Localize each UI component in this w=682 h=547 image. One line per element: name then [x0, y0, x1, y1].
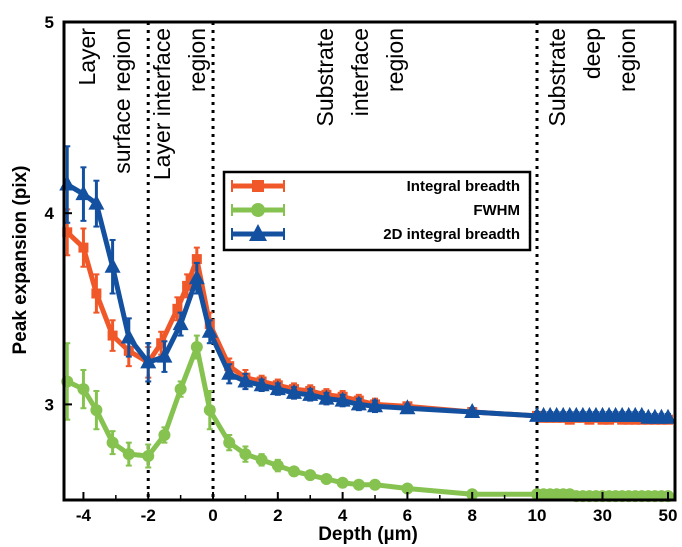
y-axis-title: Peak expansion (pix): [10, 165, 31, 354]
data-point: [334, 391, 351, 407]
x-tick-label: 6: [403, 506, 412, 525]
data-point: [221, 364, 238, 380]
data-point: [190, 341, 203, 354]
data-point: [223, 436, 236, 449]
y-tick-label: 4: [45, 204, 55, 223]
data-point: [91, 288, 102, 299]
legend-label: FWHM: [473, 202, 520, 219]
x-tick-label: -2: [141, 506, 156, 525]
x-tick-label: 50: [659, 506, 678, 525]
y-tick-label: 5: [45, 13, 54, 32]
data-point: [320, 472, 333, 485]
data-point: [75, 185, 92, 201]
x-axis-title: Depth (µm): [318, 524, 418, 545]
region-label: deep: [579, 28, 605, 79]
data-point: [174, 383, 187, 396]
region-label: Layer: [74, 28, 100, 86]
data-point: [201, 322, 218, 338]
legend-marker: [252, 180, 264, 192]
data-point: [140, 353, 157, 369]
region-label: region: [382, 28, 408, 92]
data-point: [255, 453, 268, 466]
region-label: surface region: [109, 28, 135, 174]
x-tick-label: 10: [528, 506, 547, 525]
data-point: [401, 482, 414, 495]
data-point: [239, 448, 252, 461]
data-point: [77, 383, 90, 396]
data-point: [288, 465, 301, 478]
region-label: Layer interface: [149, 28, 175, 180]
data-point: [369, 478, 382, 491]
data-point: [304, 469, 317, 482]
x-tick-label: 2: [273, 506, 282, 525]
data-point: [107, 330, 118, 341]
region-label: Substrate: [544, 28, 570, 126]
x-tick-label: 4: [338, 506, 348, 525]
data-point: [203, 404, 216, 417]
y-tick-label: 3: [45, 395, 54, 414]
x-tick-label: 30: [593, 506, 612, 525]
data-point: [90, 404, 103, 417]
data-point: [318, 389, 335, 405]
region-label: region: [614, 28, 640, 92]
series-group: [61, 334, 674, 503]
data-point: [172, 303, 183, 314]
plot-frame: [62, 20, 677, 502]
data-point: [59, 175, 76, 191]
legend-marker: [251, 203, 265, 217]
region-label: Substrate: [312, 28, 338, 126]
data-point: [156, 338, 167, 349]
data-point: [253, 376, 270, 392]
series-line: [65, 230, 668, 423]
series-group: [59, 145, 676, 424]
data-point: [302, 385, 319, 401]
data-point: [399, 399, 416, 415]
data-point: [660, 408, 676, 424]
legend-marker: [249, 224, 267, 241]
data-point: [367, 397, 384, 413]
legend-label: 2D integral breadth: [383, 226, 520, 243]
region-label: region: [184, 28, 210, 92]
data-point: [269, 380, 286, 396]
data-point: [350, 395, 367, 411]
x-tick-label: -4: [76, 506, 92, 525]
data-point: [88, 194, 105, 210]
data-point: [122, 448, 135, 461]
x-tick-label: 8: [467, 506, 476, 525]
data-point: [156, 347, 173, 363]
data-point: [172, 315, 189, 331]
data-point: [182, 280, 193, 291]
data-point: [286, 383, 303, 399]
data-point: [158, 428, 171, 441]
data-point: [336, 476, 349, 489]
data-point: [62, 227, 73, 238]
region-label: interface: [347, 28, 373, 116]
data-point: [271, 459, 284, 472]
data-point: [142, 450, 155, 463]
data-point: [464, 403, 481, 419]
data-point: [188, 269, 205, 285]
legend-label: Integral breadth: [407, 178, 520, 195]
x-tick-label: 0: [208, 506, 217, 525]
data-point: [237, 372, 254, 388]
data-point: [106, 436, 119, 449]
data-point: [352, 478, 365, 491]
data-point: [191, 254, 202, 265]
data-point: [120, 328, 137, 344]
data-point: [78, 242, 89, 253]
data-point: [104, 257, 121, 273]
